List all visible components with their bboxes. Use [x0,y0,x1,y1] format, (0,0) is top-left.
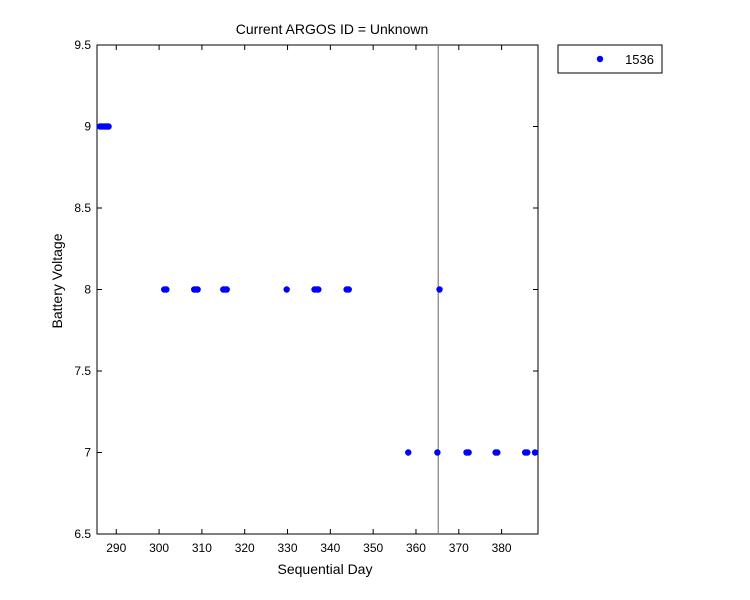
y-tick-label: 7.5 [74,364,91,378]
data-point [524,449,531,456]
data-point [434,449,441,456]
plot-area: 290 300 310 320 330 340 350 360 370 380 6.5 7 7.5 8 8.… [74,38,539,555]
y-tick-label: 6.5 [74,527,91,541]
legend-marker [596,55,604,63]
legend-label: 1536 [625,52,654,67]
y-tick-label: 7 [84,446,91,460]
x-tick-label: 290 [106,541,126,555]
data-point [531,449,539,456]
data-point [223,286,230,293]
data-point [345,286,352,293]
x-tick-label: 320 [235,541,255,555]
data-point [405,449,412,456]
x-tick-label: 380 [492,541,512,555]
y-tick-label: 9.5 [74,38,91,52]
x-tick-label: 350 [363,541,383,555]
data-point [283,286,290,293]
y-axis-label: Battery Voltage [49,233,65,328]
chart-title: Current ARGOS ID = Unknown [236,21,429,37]
data-point [194,286,201,293]
x-tick-label: 360 [406,541,426,555]
x-tick-label: 370 [449,541,469,555]
data-point [163,286,170,293]
x-tick-label: 330 [278,541,298,555]
y-tick-label: 8.5 [74,201,91,215]
data-point [494,449,501,456]
x-tick-label: 340 [320,541,340,555]
data-point [315,286,322,293]
y-tick-label: 8 [84,283,91,297]
data-point [105,123,112,130]
legend-box [557,44,663,74]
x-axis-label: Sequential Day [278,561,373,577]
data-point [436,286,443,293]
x-tick-label: 300 [149,541,169,555]
y-tick-label: 9 [84,120,91,134]
legend: 1536 [557,44,663,74]
x-tick-label: 310 [192,541,212,555]
data-point [465,449,472,456]
